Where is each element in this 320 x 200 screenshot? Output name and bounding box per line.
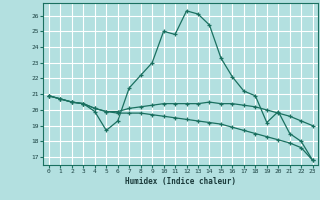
X-axis label: Humidex (Indice chaleur): Humidex (Indice chaleur)	[125, 177, 236, 186]
